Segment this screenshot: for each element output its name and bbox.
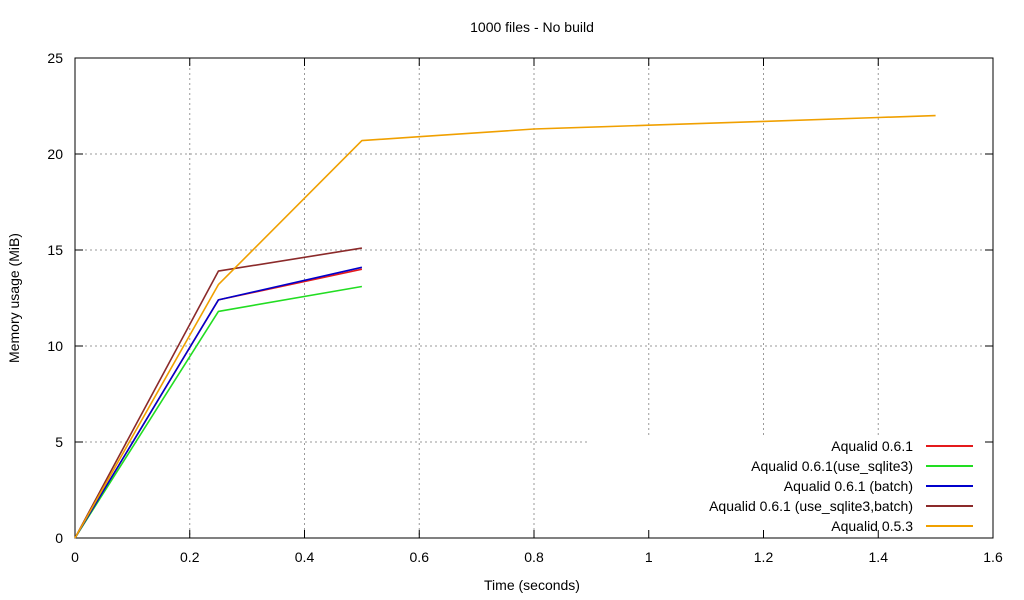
legend: Aqualid 0.6.1 Aqualid 0.6.1(use_sqlite3) A… [709,438,973,534]
legend-label: Aqualid 0.6.1(use_sqlite3) [751,458,913,474]
legend-label: Aqualid 0.5.3 [831,518,913,534]
y-tick-label: 10 [47,338,63,354]
y-tick-label: 5 [55,434,63,450]
x-axis-title: Time (seconds) [484,577,580,593]
x-tick-label: 1.2 [754,549,774,565]
legend-label: Aqualid 0.6.1 [831,438,913,454]
y-tick-label: 0 [55,530,63,546]
legend-label: Aqualid 0.6.1 (use_sqlite3,batch) [709,498,913,514]
y-tick-label: 20 [47,146,63,162]
x-tick-label: 0.2 [180,549,200,565]
y-axis-title: Memory usage (MiB) [6,233,22,363]
series-line [74,114,936,539]
x-tick-label: 0.8 [524,549,544,565]
axis-ticks: 0 0.2 0.4 0.6 0.8 1 1.2 1.4 1.6 0 5 10 15 20 25 [47,50,1003,565]
series-line [74,247,363,539]
series-line [74,266,363,539]
x-tick-label: 0 [71,549,79,565]
legend-background [588,435,992,545]
y-tick-label: 25 [47,50,63,66]
x-tick-label: 1.6 [983,549,1003,565]
series-lines [74,114,936,539]
series-line [74,285,363,539]
series-line [74,268,363,539]
x-tick-label: 0.6 [410,549,430,565]
x-tick-label: 0.4 [295,549,315,565]
y-tick-label: 15 [47,242,63,258]
legend-background-fill [588,435,992,545]
chart-title: 1000 files - No build [470,19,594,35]
legend-label: Aqualid 0.6.1 (batch) [784,478,913,494]
x-tick-label: 1 [645,549,653,565]
x-tick-label: 1.4 [869,549,889,565]
